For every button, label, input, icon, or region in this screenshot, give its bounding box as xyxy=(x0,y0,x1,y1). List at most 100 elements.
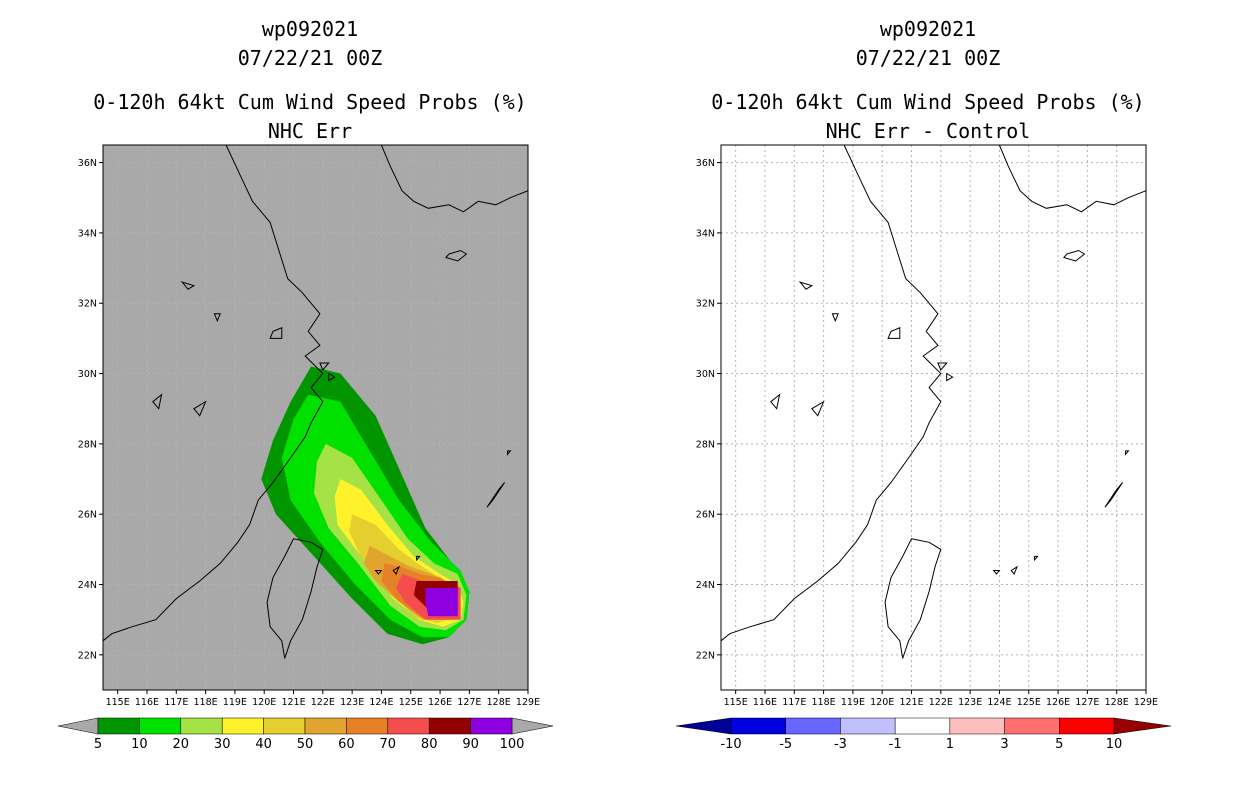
x-tick-label: 115E xyxy=(724,697,748,708)
right-chart-subtitle: NHC Err - Control xyxy=(825,119,1031,143)
colorbar-left-arrow xyxy=(57,717,99,735)
x-tick-label: 127E xyxy=(457,697,481,708)
island-outline xyxy=(1125,450,1130,456)
colorbar-label: 30 xyxy=(214,737,231,752)
colorbar-label: 50 xyxy=(297,737,314,752)
island-outline xyxy=(798,281,814,290)
y-tick-label: 28N xyxy=(696,439,715,450)
colorbar-label: 80 xyxy=(421,737,438,752)
colorbar-left-arrow xyxy=(675,717,732,735)
x-tick-label: 126E xyxy=(1046,697,1070,708)
island-outline xyxy=(193,400,207,417)
x-tick-label: 116E xyxy=(135,697,159,708)
colorbar-label: 1 xyxy=(946,737,954,752)
x-tick-label: 118E xyxy=(812,697,836,708)
island-outline xyxy=(887,327,901,339)
right-storm-id: wp092021 xyxy=(879,17,977,41)
colorbar-right-arrow xyxy=(511,717,554,735)
x-tick-label: 116E xyxy=(753,697,777,708)
island-outline xyxy=(937,362,948,371)
island-outline xyxy=(152,393,163,410)
colorbar-label: 3 xyxy=(1000,737,1008,752)
taiwan-outline xyxy=(266,538,324,659)
island-outline xyxy=(416,555,421,562)
x-tick-label: 121E xyxy=(281,697,305,708)
colorbar-swatch xyxy=(428,717,471,735)
y-tick-label: 32N xyxy=(78,299,97,310)
island-outline xyxy=(319,362,330,371)
prob-contour-90 xyxy=(425,588,458,617)
y-tick-label: 36N xyxy=(78,158,97,169)
x-tick-label: 118E xyxy=(194,697,218,708)
island-outline xyxy=(507,450,512,456)
colorbar-swatch xyxy=(785,717,841,735)
y-tick-label: 24N xyxy=(696,580,715,591)
island-outline xyxy=(770,393,781,410)
colorbar-label: -1 xyxy=(889,737,902,752)
left-date: 07/22/21 00Z xyxy=(237,46,383,70)
y-tick-label: 26N xyxy=(696,510,715,521)
colorbar-label: -3 xyxy=(834,737,847,752)
y-tick-label: 28N xyxy=(78,439,97,450)
y-tick-label: 22N xyxy=(78,650,97,661)
colorbar-swatch xyxy=(840,717,896,735)
panel-2: 115E 116E 117E 118E 119E 120E 121E 122E 123E 124E… xyxy=(675,144,1172,752)
colorbar-label: 100 xyxy=(500,737,525,752)
island-outline xyxy=(1010,565,1019,575)
colorbar-label: -5 xyxy=(779,737,792,752)
colorbar-swatch xyxy=(1004,717,1060,735)
colorbar-label: 60 xyxy=(338,737,355,752)
x-tick-label: 121E xyxy=(899,697,923,708)
x-tick-label: 123E xyxy=(958,697,982,708)
x-tick-label: 125E xyxy=(1017,697,1041,708)
x-tick-label: 120E xyxy=(870,697,894,708)
island-outline xyxy=(992,570,1001,575)
colorbar-label: 70 xyxy=(380,737,397,752)
island-outline xyxy=(374,570,383,575)
colorbar-swatch xyxy=(304,717,347,735)
x-tick-label: 124E xyxy=(369,697,393,708)
colorbar-swatch xyxy=(387,717,430,735)
y-tick-label: 34N xyxy=(78,228,97,239)
x-tick-label: 119E xyxy=(841,697,865,708)
y-tick-label: 26N xyxy=(78,510,97,521)
left-storm-id: wp092021 xyxy=(261,17,359,41)
y-tick-label: 30N xyxy=(78,369,97,380)
island-outline xyxy=(946,372,954,382)
colorbar-label: 10 xyxy=(131,737,148,752)
colorbar-swatch xyxy=(139,717,182,735)
colorbar-swatch xyxy=(346,717,389,735)
island-outline xyxy=(392,565,401,575)
colorbar-label: -10 xyxy=(720,737,741,752)
colorbar-swatch xyxy=(894,717,951,735)
island-outline xyxy=(1104,482,1124,508)
x-tick-label: 119E xyxy=(223,697,247,708)
island-outline xyxy=(1034,555,1039,562)
x-tick-label: 128E xyxy=(487,697,511,708)
map-area xyxy=(721,145,1146,690)
island-outline xyxy=(1063,249,1086,262)
island-outline xyxy=(486,482,506,508)
colorbar-right-arrow xyxy=(1113,717,1172,735)
y-tick-label: 24N xyxy=(78,580,97,591)
colorbar-swatch xyxy=(1059,717,1115,735)
right-chart-title: 0-120h 64kt Cum Wind Speed Probs (%) xyxy=(711,90,1145,114)
coastline xyxy=(721,145,942,642)
x-tick-label: 125E xyxy=(399,697,423,708)
colorbar-label: 90 xyxy=(462,737,479,752)
right-date: 07/22/21 00Z xyxy=(855,46,1001,70)
colorbar-label: 5 xyxy=(94,737,102,752)
colorbar-label: 20 xyxy=(173,737,190,752)
colorbar-label: 40 xyxy=(255,737,272,752)
y-tick-label: 30N xyxy=(696,369,715,380)
left-chart-title: 0-120h 64kt Cum Wind Speed Probs (%) xyxy=(93,90,527,114)
x-tick-label: 128E xyxy=(1105,697,1129,708)
island-outline xyxy=(269,327,283,339)
map-area xyxy=(103,145,528,690)
x-tick-label: 123E xyxy=(340,697,364,708)
x-tick-label: 117E xyxy=(164,697,188,708)
y-tick-label: 32N xyxy=(696,299,715,310)
island-outline xyxy=(328,372,336,382)
colorbar-label: 10 xyxy=(1106,737,1123,752)
